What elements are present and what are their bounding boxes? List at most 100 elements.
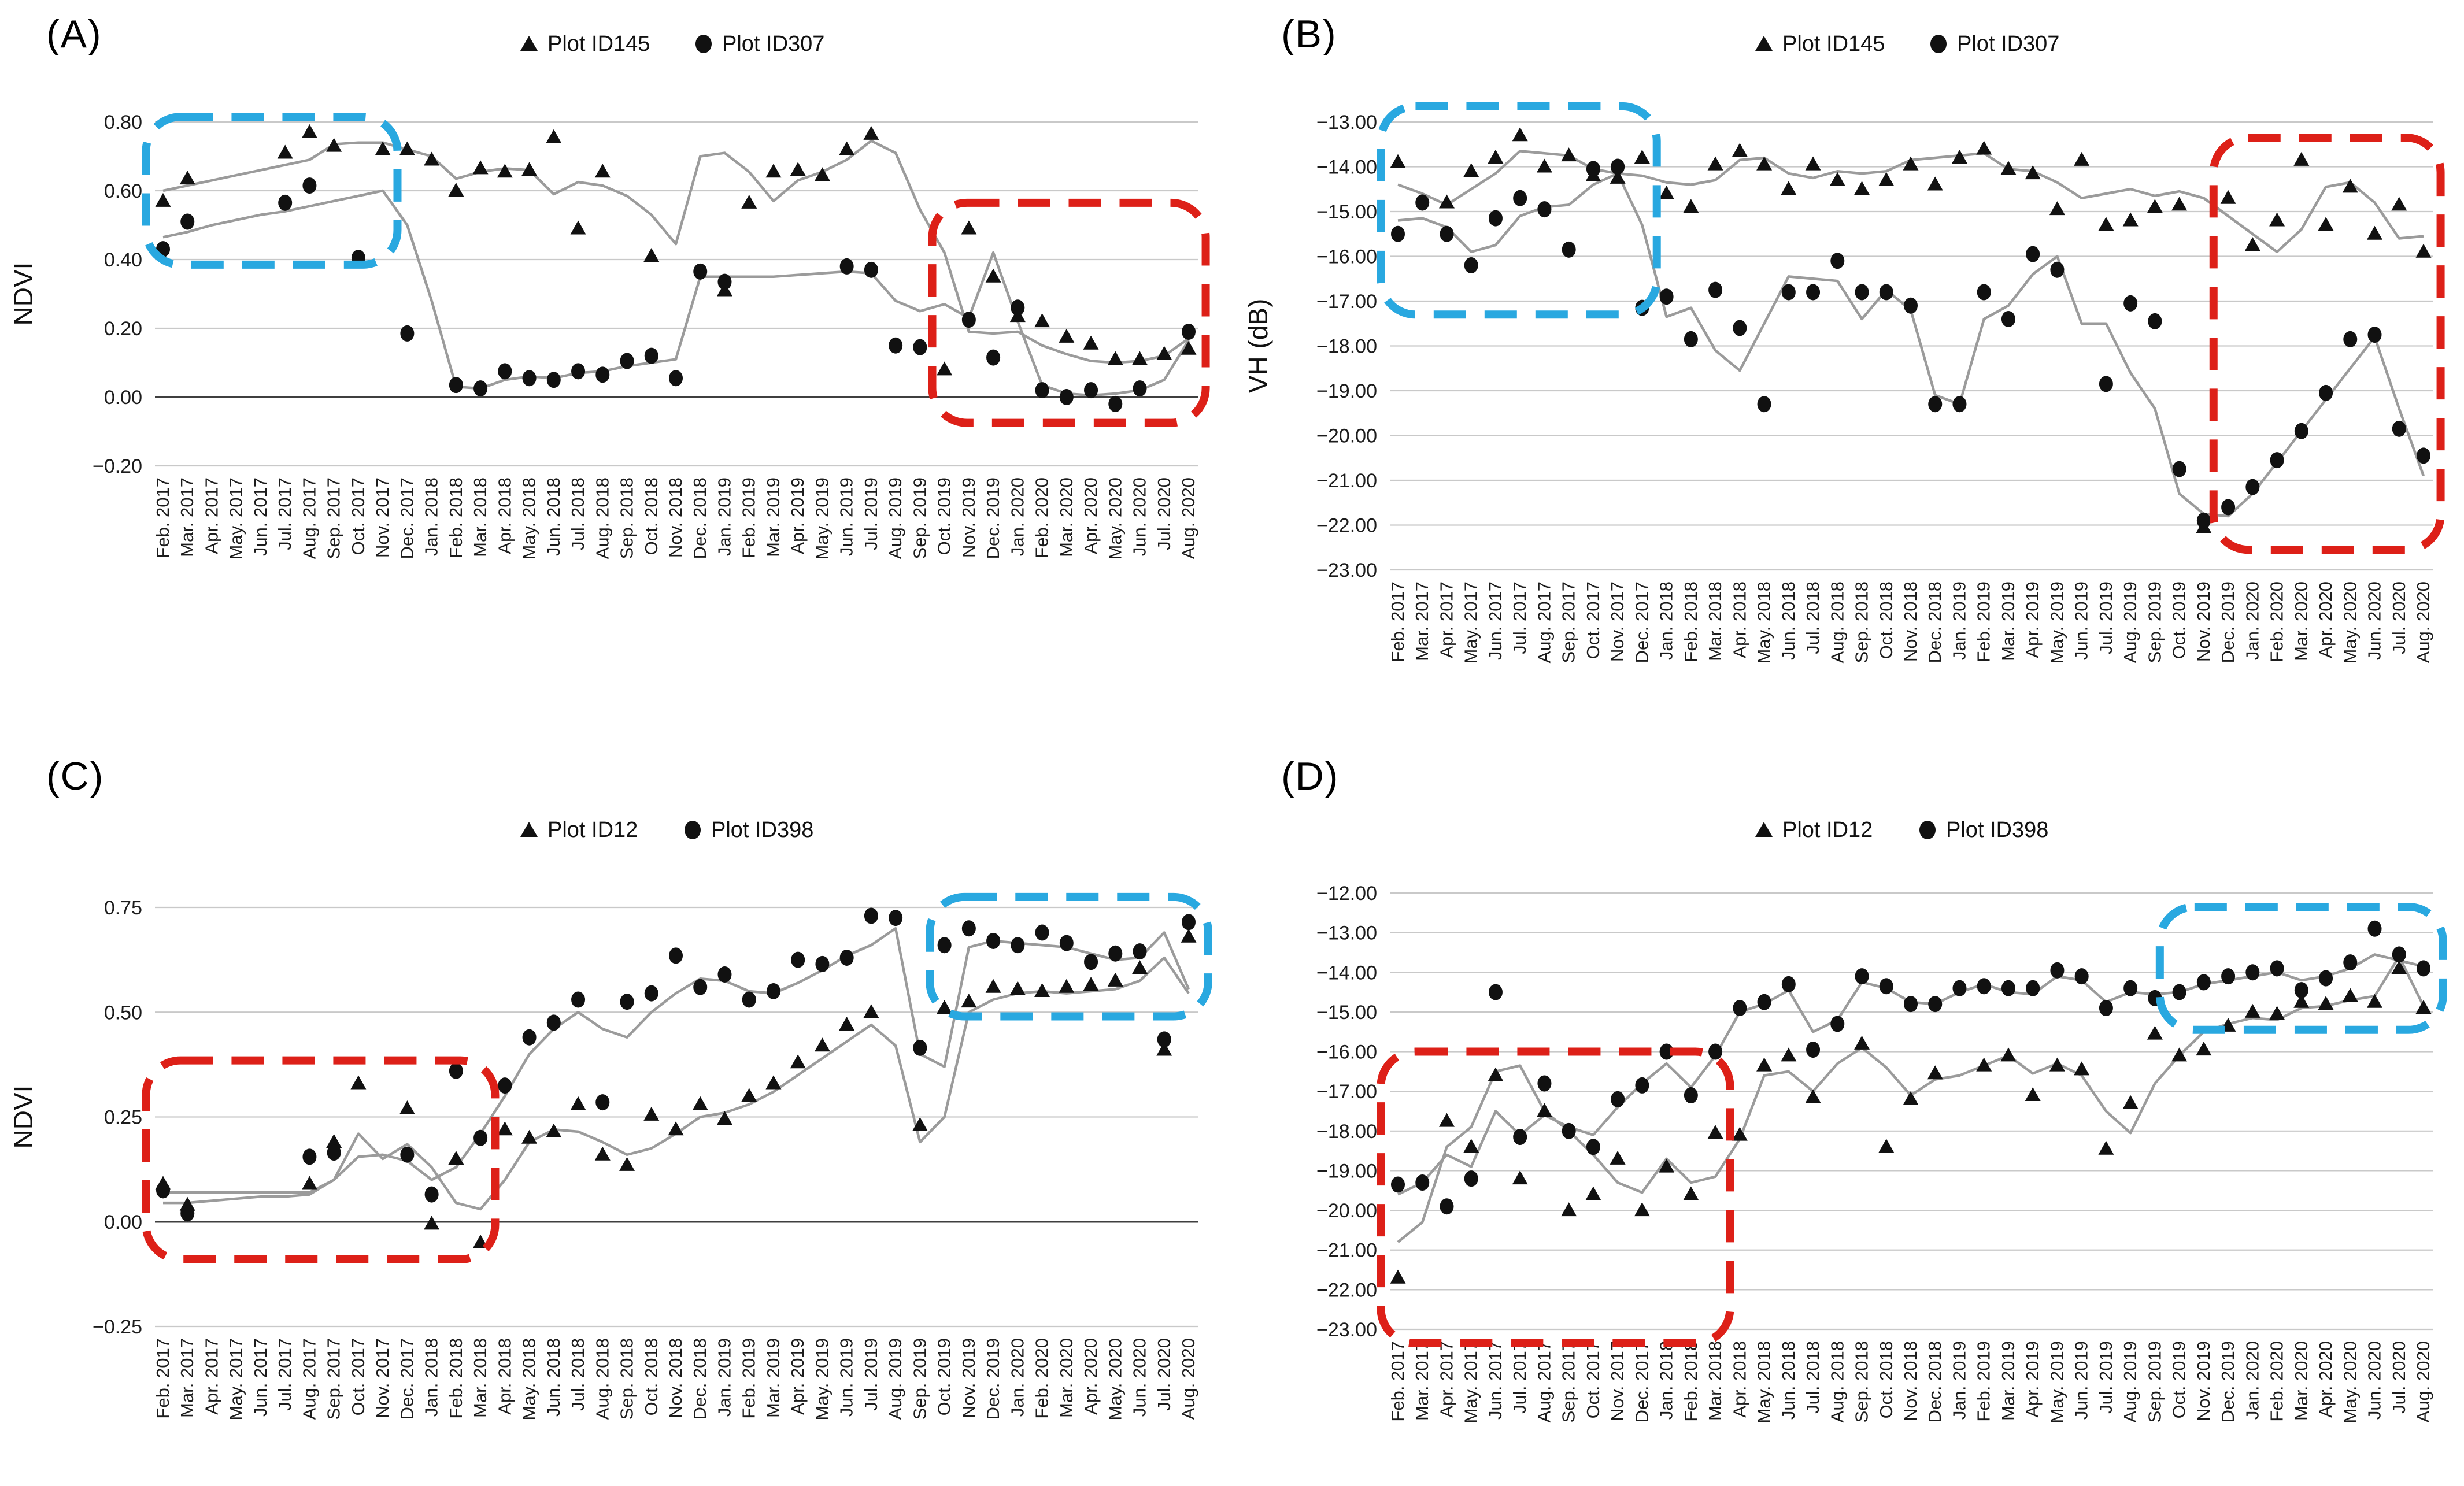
- svg-text:Mar. 2018: Mar. 2018: [1705, 581, 1725, 661]
- highlight-box-red: [2209, 134, 2445, 554]
- svg-text:Jan. 2018: Jan. 2018: [1656, 581, 1677, 660]
- svg-text:−22.00: −22.00: [1316, 1279, 1377, 1301]
- series-plot-id12-points: [155, 928, 1197, 1248]
- svg-text:Nov. 2017: Nov. 2017: [1607, 1341, 1627, 1421]
- trend-line-plot-id398-trend: [1397, 953, 2424, 1196]
- svg-text:Jan. 2020: Jan. 2020: [2242, 1341, 2262, 1420]
- svg-text:Mar. 2019: Mar. 2019: [1998, 581, 2018, 661]
- svg-text:Feb. 2018: Feb. 2018: [446, 477, 466, 558]
- svg-text:Sep. 2019: Sep. 2019: [909, 1338, 930, 1420]
- svg-text:May. 2018: May. 2018: [519, 1338, 539, 1420]
- svg-text:Feb. 2020: Feb. 2020: [1032, 477, 1052, 558]
- svg-text:May. 2020: May. 2020: [2340, 1341, 2360, 1423]
- legend-circle-icon: [1919, 821, 1936, 839]
- svg-text:Jun. 2017: Jun. 2017: [1485, 1341, 1505, 1420]
- svg-text:Feb. 2020: Feb. 2020: [1032, 1338, 1052, 1419]
- highlight-box-blue: [142, 113, 402, 269]
- svg-text:Jun. 2017: Jun. 2017: [250, 1338, 271, 1417]
- svg-text:Jun. 2020: Jun. 2020: [1130, 1338, 1150, 1417]
- svg-text:Nov. 2019: Nov. 2019: [2193, 1341, 2214, 1421]
- svg-text:Dec. 2017: Dec. 2017: [1631, 1341, 1652, 1422]
- svg-text:Oct. 2017: Oct. 2017: [1583, 581, 1603, 659]
- svg-text:Jun. 2018: Jun. 2018: [543, 1338, 564, 1417]
- svg-text:−23.00: −23.00: [1316, 1319, 1377, 1341]
- legend: Plot ID12 Plot ID398: [520, 818, 813, 842]
- legend-label: Plot ID307: [1957, 32, 2059, 56]
- svg-text:Apr. 2020: Apr. 2020: [1081, 477, 1101, 554]
- svg-text:Dec. 2019: Dec. 2019: [983, 1338, 1003, 1420]
- svg-text:Apr. 2019: Apr. 2019: [2022, 581, 2043, 658]
- svg-text:Feb. 2017: Feb. 2017: [1388, 1341, 1408, 1422]
- svg-text:Jun. 2020: Jun. 2020: [2365, 1341, 2385, 1420]
- svg-text:Oct. 2019: Oct. 2019: [2169, 581, 2189, 659]
- y-axis-title: NDVI: [8, 262, 38, 326]
- svg-text:Dec. 2019: Dec. 2019: [983, 477, 1003, 559]
- x-axis-tick-labels: Feb. 2017 Mar. 2017 Apr. 2017 May. 2017 Jun.…: [153, 477, 1198, 559]
- svg-text:Aug. 2019: Aug. 2019: [2120, 581, 2140, 663]
- svg-text:−21.00: −21.00: [1316, 1240, 1377, 1262]
- panel-label-B: (B): [1281, 12, 1337, 56]
- svg-text:Sep. 2019: Sep. 2019: [2144, 1341, 2165, 1422]
- svg-text:May. 2017: May. 2017: [1461, 581, 1481, 664]
- svg-text:Feb. 2019: Feb. 2019: [739, 477, 759, 558]
- svg-text:Aug. 2020: Aug. 2020: [1178, 1338, 1198, 1420]
- y-axis-title: VH (dB): [1243, 299, 1273, 394]
- legend-label: Plot ID12: [547, 818, 638, 842]
- svg-text:Apr. 2019: Apr. 2019: [2022, 1341, 2043, 1418]
- svg-text:Aug. 2018: Aug. 2018: [1827, 581, 1847, 663]
- svg-text:May. 2019: May. 2019: [812, 1338, 832, 1420]
- svg-text:Dec. 2017: Dec. 2017: [1631, 581, 1652, 663]
- svg-text:Aug. 2018: Aug. 2018: [592, 477, 612, 559]
- chart-D-vh-timeseries: −12.00 −13.00 −14.00 −15.00 −16.00 −17.00 −18.…: [1316, 818, 2447, 1423]
- svg-text:Nov. 2018: Nov. 2018: [1900, 581, 1921, 662]
- svg-text:Oct. 2017: Oct. 2017: [348, 477, 368, 555]
- svg-text:−13.00: −13.00: [1316, 922, 1377, 944]
- x-axis-tick-labels: Feb. 2017 Mar. 2017 Apr. 2017 May. 2017 Jun.…: [1388, 1341, 2433, 1423]
- y-axis-tick-labels: −12.00 −13.00 −14.00 −15.00 −16.00 −17.00 −18.…: [1316, 883, 1377, 1341]
- svg-text:Apr. 2017: Apr. 2017: [1436, 1341, 1456, 1418]
- svg-text:Mar. 2017: Mar. 2017: [177, 477, 197, 557]
- svg-text:Jan. 2020: Jan. 2020: [1007, 477, 1027, 556]
- svg-text:Dec. 2019: Dec. 2019: [2218, 581, 2238, 663]
- svg-text:Jul. 2019: Jul. 2019: [861, 477, 881, 550]
- svg-text:May. 2018: May. 2018: [1754, 581, 1774, 664]
- svg-text:Oct. 2017: Oct. 2017: [348, 1338, 368, 1415]
- svg-text:Mar. 2020: Mar. 2020: [1056, 1338, 1076, 1418]
- panel-C: (C) 0.75 0.50 0.25 0.00 −0.25 NDVI Feb. 2017 Ma…: [6, 746, 1226, 1485]
- svg-text:Mar. 2017: Mar. 2017: [1412, 1341, 1432, 1421]
- y-axis-tick-labels: 0.75 0.50 0.25 0.00 −0.25: [93, 897, 142, 1338]
- legend-triangle-icon: [520, 822, 538, 837]
- svg-text:Aug. 2017: Aug. 2017: [1534, 1341, 1554, 1422]
- svg-text:Jan. 2020: Jan. 2020: [1007, 1338, 1027, 1417]
- svg-text:Sep. 2017: Sep. 2017: [324, 477, 344, 559]
- svg-text:Aug. 2019: Aug. 2019: [885, 477, 905, 559]
- svg-text:Nov. 2018: Nov. 2018: [665, 1338, 686, 1418]
- svg-text:Aug. 2017: Aug. 2017: [299, 1338, 319, 1420]
- svg-text:−19.00: −19.00: [1316, 380, 1377, 402]
- svg-text:Dec. 2018: Dec. 2018: [1925, 1341, 1945, 1422]
- svg-text:0.00: 0.00: [104, 387, 142, 409]
- legend-circle-icon: [1930, 35, 1947, 53]
- svg-text:Feb. 2019: Feb. 2019: [1974, 1341, 1994, 1422]
- x-axis-tick-labels: Feb. 2017 Mar. 2017 Apr. 2017 May. 2017 Jun.…: [1388, 581, 2433, 664]
- svg-text:Sep. 2018: Sep. 2018: [1852, 1341, 1872, 1422]
- svg-text:Apr. 2018: Apr. 2018: [1729, 1341, 1749, 1418]
- svg-text:−0.25: −0.25: [93, 1316, 142, 1338]
- svg-text:Sep. 2018: Sep. 2018: [617, 1338, 637, 1420]
- highlight-box-red: [928, 198, 1210, 427]
- svg-text:Jan. 2020: Jan. 2020: [2242, 581, 2262, 660]
- svg-text:Mar. 2020: Mar. 2020: [2291, 1341, 2311, 1421]
- svg-text:Feb. 2017: Feb. 2017: [1388, 581, 1408, 662]
- svg-text:Jul. 2020: Jul. 2020: [1154, 1338, 1174, 1411]
- svg-text:Jul. 2018: Jul. 2018: [1803, 581, 1823, 654]
- svg-text:Dec. 2018: Dec. 2018: [690, 477, 710, 559]
- svg-text:−15.00: −15.00: [1316, 1002, 1377, 1024]
- series-plot-id398-points: [156, 907, 1196, 1222]
- svg-text:Aug. 2017: Aug. 2017: [1534, 581, 1554, 663]
- svg-text:Aug. 2017: Aug. 2017: [299, 477, 319, 559]
- highlight-box-blue: [2155, 903, 2447, 1034]
- svg-text:Sep. 2018: Sep. 2018: [617, 477, 637, 559]
- legend-triangle-icon: [1755, 822, 1773, 837]
- svg-text:May. 2020: May. 2020: [2340, 581, 2360, 664]
